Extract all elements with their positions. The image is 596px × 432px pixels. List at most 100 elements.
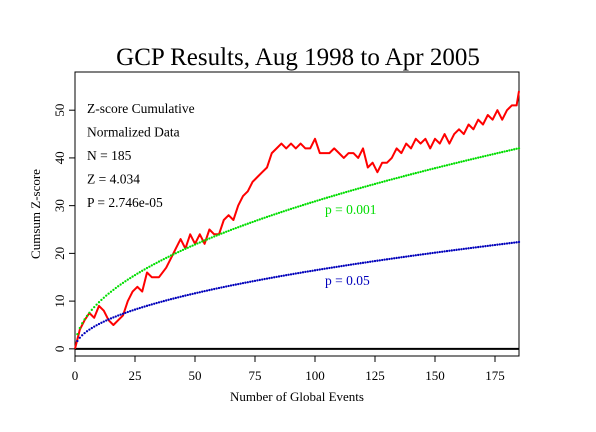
reference-point — [373, 182, 377, 186]
reference-point — [429, 252, 432, 255]
reference-point — [501, 150, 504, 154]
reference-point — [405, 174, 408, 177]
reference-point — [304, 203, 307, 206]
reference-point — [417, 253, 420, 257]
reference-point — [193, 243, 197, 246]
reference-point — [133, 273, 137, 277]
reference-point — [508, 149, 511, 152]
reference-point — [371, 183, 374, 186]
reference-point — [237, 282, 240, 286]
reference-point — [484, 154, 487, 158]
reference-point — [357, 187, 360, 190]
reference-point — [198, 291, 201, 294]
reference-point — [405, 255, 408, 258]
reference-point — [383, 258, 386, 261]
reference-point — [186, 293, 189, 297]
reference-point — [407, 173, 410, 177]
x-tick-label: 75 — [249, 368, 262, 383]
reference-point — [179, 295, 182, 298]
reference-point — [105, 294, 108, 297]
x-tick-label: 100 — [305, 368, 325, 383]
reference-point — [131, 309, 134, 312]
reference-point — [155, 261, 158, 264]
reference-point — [141, 306, 144, 309]
reference-point — [273, 213, 276, 216]
reference-point — [198, 241, 201, 244]
reference-point — [496, 152, 499, 155]
reference-point — [160, 259, 163, 262]
reference-point — [229, 284, 233, 287]
reference-point — [484, 245, 487, 248]
reference-point — [299, 204, 302, 207]
reference-point — [498, 151, 501, 154]
reference-point — [441, 250, 444, 253]
p001-label: p = 0.001 — [325, 202, 377, 217]
reference-point — [117, 285, 120, 288]
reference-point — [328, 266, 331, 270]
reference-point — [426, 252, 429, 255]
reference-point — [474, 157, 477, 160]
reference-point — [232, 227, 235, 231]
reference-point — [513, 241, 516, 244]
reference-point — [352, 263, 355, 266]
reference-point — [337, 193, 341, 196]
reference-point — [409, 173, 413, 176]
reference-point — [95, 303, 98, 306]
reference-point — [155, 301, 158, 305]
reference-point — [81, 334, 84, 337]
reference-point — [93, 325, 96, 328]
reference-point — [383, 180, 386, 183]
reference-point — [297, 271, 300, 275]
reference-point — [342, 264, 345, 267]
reference-point — [76, 332, 79, 336]
reference-point — [349, 263, 353, 266]
reference-point — [400, 256, 403, 259]
reference-point — [95, 324, 98, 327]
reference-point — [316, 199, 319, 202]
stats-line: Normalized Data — [87, 125, 180, 140]
reference-point — [256, 219, 259, 222]
series-layer — [74, 90, 521, 350]
reference-point — [237, 226, 240, 229]
reference-point — [381, 258, 384, 262]
reference-point — [208, 237, 211, 240]
reference-point — [177, 250, 180, 254]
reference-point — [282, 210, 285, 213]
reference-point — [390, 257, 393, 260]
reference-point — [129, 310, 132, 313]
reference-point — [361, 186, 365, 189]
x-tick-label: 50 — [189, 368, 202, 383]
reference-point — [136, 307, 139, 310]
reference-point — [251, 280, 254, 283]
reference-point — [457, 161, 461, 164]
reference-point — [347, 190, 350, 193]
y-tick-label: 0 — [52, 346, 67, 353]
reference-point — [292, 206, 295, 210]
reference-point — [227, 229, 230, 232]
reference-curve-p001 — [76, 147, 521, 336]
reference-point — [321, 268, 324, 271]
y-tick-label: 10 — [52, 295, 67, 308]
reference-point — [316, 268, 319, 272]
plot-area — [74, 71, 520, 357]
reference-point — [505, 242, 509, 245]
reference-point — [270, 276, 273, 279]
reference-point — [467, 158, 470, 162]
reference-point — [388, 178, 391, 182]
reference-point — [477, 245, 480, 249]
stats-line: P = 2.746e-05 — [87, 195, 163, 210]
y-tick-label: 40 — [52, 151, 67, 164]
reference-point — [83, 331, 86, 335]
reference-point — [385, 258, 389, 261]
x-tick-label: 25 — [129, 368, 142, 383]
reference-point — [501, 242, 504, 246]
reference-point — [325, 267, 329, 270]
reference-point — [453, 162, 456, 165]
reference-point — [431, 167, 434, 170]
reference-point — [119, 283, 122, 286]
reference-point — [256, 279, 259, 282]
reference-point — [450, 249, 453, 252]
reference-point — [177, 296, 180, 299]
reference-point — [97, 322, 101, 326]
reference-point — [376, 259, 379, 262]
